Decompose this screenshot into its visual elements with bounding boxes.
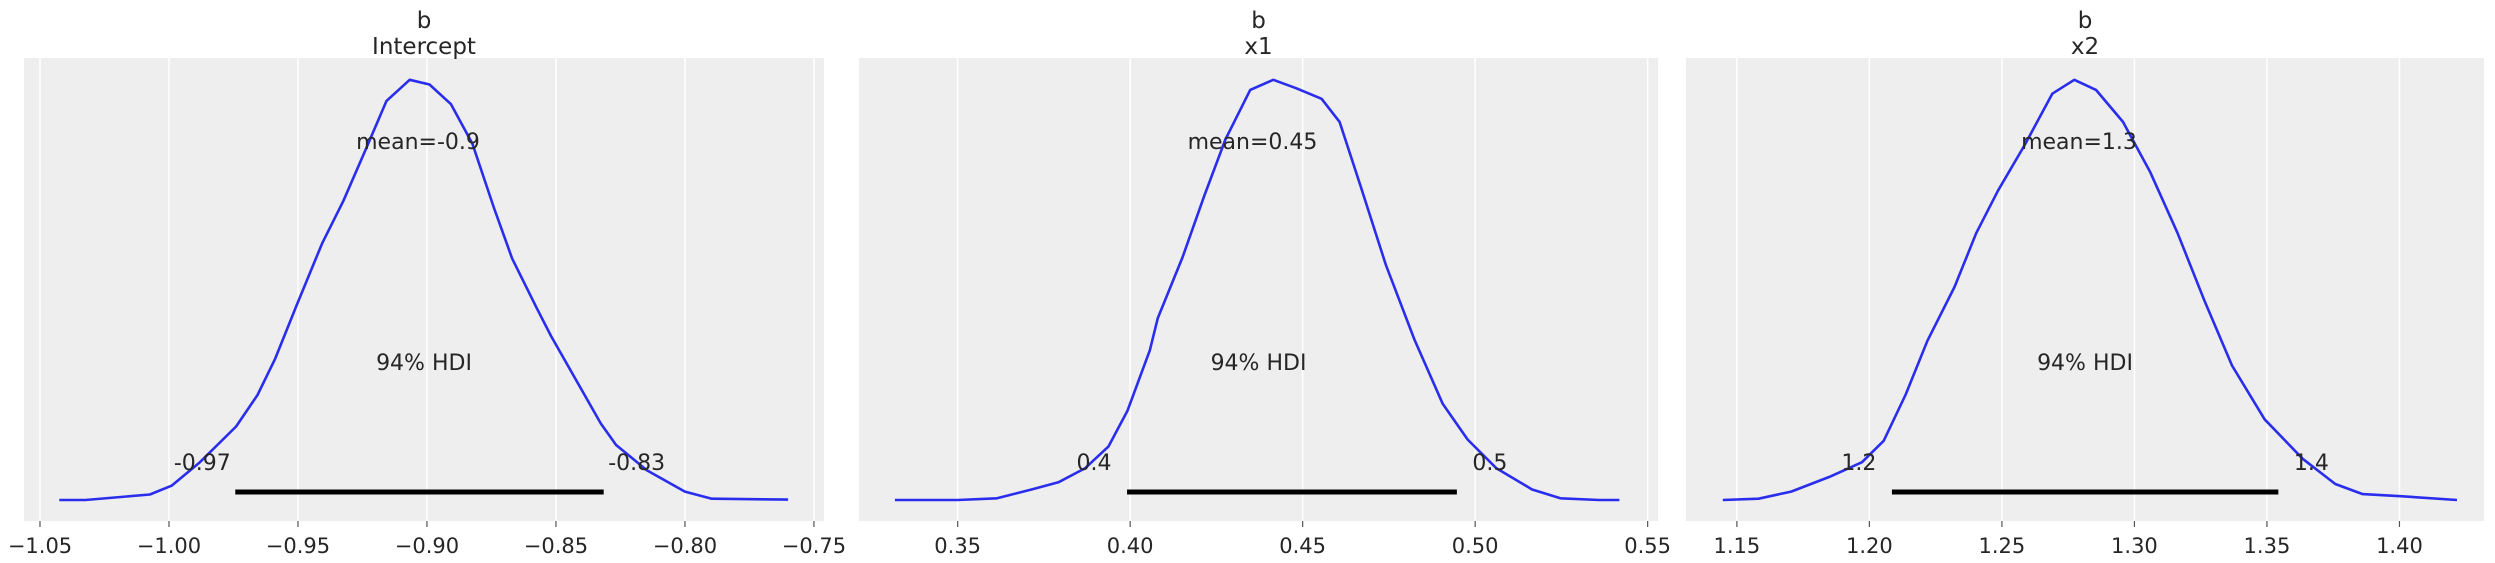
hdi-label: 94% HDI — [1211, 351, 1307, 376]
x-tick-label: 0.50 — [1452, 534, 1499, 558]
x-tick-label: −1.00 — [137, 534, 201, 558]
subplot-2: 0.35 0.40 0.45 0.50 0.55 bx1 0.4 0.5 94% HDI mean… — [859, 8, 1671, 558]
x-tick-label: −1.05 — [8, 534, 72, 558]
x-tick-label: −0.75 — [782, 534, 846, 558]
x-tick-label: 1.15 — [1714, 534, 1761, 558]
x-tick-label: −0.80 — [653, 534, 717, 558]
subplot-title-coord: x2 — [2071, 34, 2099, 60]
subplot-3: 1.15 1.20 1.25 1.30 1.35 1.40 bx2 1.2 1.4 94% HDI… — [1686, 8, 2484, 558]
hdi-label: 94% HDI — [376, 351, 472, 376]
density-curve — [59, 78, 789, 502]
subplot-title-coord: Intercept — [372, 34, 476, 60]
x-tick-label: −0.85 — [524, 534, 588, 558]
x-tick-label: 1.20 — [1846, 534, 1893, 558]
hdi-lower-label: 0.4 — [1077, 451, 1112, 476]
plot-area — [859, 58, 1658, 521]
hdi-upper-label: 0.5 — [1472, 451, 1507, 476]
hdi-upper-label: -0.83 — [608, 451, 665, 476]
hdi-lower-label: -0.97 — [174, 451, 231, 476]
hdi-lower-label: 1.2 — [1841, 451, 1876, 476]
mean-label: mean=0.45 — [1188, 130, 1318, 155]
x-tick-label: 1.35 — [2244, 534, 2291, 558]
x-tick-label: 0.55 — [1624, 534, 1671, 558]
x-tick-label: −0.90 — [395, 534, 459, 558]
hdi-label: 94% HDI — [2037, 351, 2133, 376]
x-tick-label: 0.45 — [1279, 534, 1326, 558]
subplot-title-coord: x1 — [1244, 34, 1272, 60]
subplot-title-variable: b — [417, 8, 432, 34]
density-curve — [894, 78, 1620, 502]
density-curve — [1722, 78, 2458, 502]
subplot-1: −1.05 −1.00 −0.95 −0.90 −0.85 −0.80 −0.75 bInte… — [8, 8, 846, 558]
plot-area — [24, 58, 824, 521]
x-tick-label: −0.95 — [266, 534, 330, 558]
x-tick-label: 0.35 — [934, 534, 981, 558]
mean-label: mean=1.3 — [2021, 130, 2137, 155]
x-tick-label: 1.40 — [2376, 534, 2423, 558]
x-tick-label: 1.25 — [1979, 534, 2026, 558]
mean-label: mean=-0.9 — [356, 130, 480, 155]
subplot-title-variable: b — [2078, 8, 2093, 34]
subplot-title-variable: b — [1251, 8, 1266, 34]
plot-area — [1686, 58, 2484, 521]
x-tick-label: 0.40 — [1107, 534, 1154, 558]
hdi-upper-label: 1.4 — [2294, 451, 2329, 476]
x-tick-label: 1.30 — [2111, 534, 2158, 558]
